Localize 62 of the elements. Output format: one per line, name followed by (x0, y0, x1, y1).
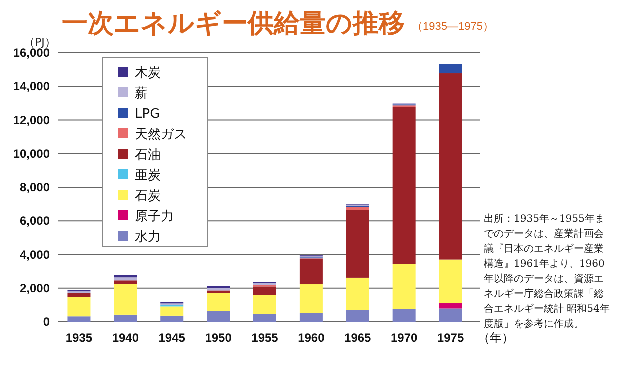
y-tick-label: 4,000 (20, 248, 50, 262)
bar (254, 314, 276, 322)
bar (160, 316, 184, 322)
bar (346, 207, 370, 210)
bar (392, 107, 416, 264)
x-tick-label: 1945 (158, 331, 186, 345)
bar (207, 311, 230, 322)
bar (392, 264, 416, 310)
bar (300, 313, 323, 322)
bar (68, 293, 91, 298)
text: 出所：1935年～1955年までのデータは、産業計画会議『日本のエネルギー産業構造』1961年より、1960年以降のデータは、資源エネルギー庁総合政策課「総合エネルギー統計 昭和54年度版」を参考に作成。 (484, 212, 611, 332)
y-tick-label: 6,000 (20, 214, 50, 228)
bar (439, 308, 462, 322)
y-tick-label: 12,000 (13, 113, 50, 128)
bar (439, 64, 462, 74)
bar (207, 293, 230, 312)
y-tick-label: 2,000 (20, 281, 50, 296)
bar (300, 284, 323, 314)
bar (439, 74, 462, 260)
legend-label: 薪 (135, 86, 148, 102)
x-tick-label: 1935 (66, 331, 93, 345)
bar (346, 210, 370, 278)
legend-label: 木炭 (135, 66, 161, 81)
y-tick-label: 0 (43, 315, 50, 329)
legend-label: 石炭 (135, 189, 161, 204)
bar (392, 309, 416, 322)
bar (207, 288, 230, 291)
legend-label: 天然ガス (135, 128, 187, 142)
bar (439, 304, 462, 309)
x-tick-label: 1955 (252, 331, 279, 345)
bar (439, 260, 462, 304)
chart-title: 一次エネルギー供給量の推移 (62, 9, 405, 39)
x-tick-label: 1940 (112, 331, 140, 345)
y-tick-label: 10,000 (13, 146, 50, 161)
x-tick-label: 1950 (205, 331, 232, 345)
bar (254, 286, 276, 296)
bar (254, 295, 276, 314)
legend-label: LPG (135, 107, 160, 122)
bar (68, 316, 91, 322)
y-tick-label: 8,000 (20, 180, 50, 194)
x-tick-label: 1975 (437, 331, 464, 345)
legend-label: 原子力 (135, 210, 174, 224)
bar (114, 284, 138, 315)
legend-label: 石油 (135, 148, 161, 163)
bar (114, 280, 138, 284)
x-tick-label: 1965 (344, 331, 372, 345)
legend-label: 水力 (135, 230, 161, 245)
bar (114, 278, 138, 281)
y-axis-title: （PJ） (24, 36, 56, 49)
y-tick-label: 14,000 (13, 80, 50, 94)
bar (114, 314, 138, 322)
x-tick-label: 1970 (390, 331, 418, 345)
bar (160, 306, 184, 316)
legend-label: 亜炭 (135, 168, 161, 184)
bar (300, 259, 323, 285)
bar (68, 297, 91, 317)
bar (346, 278, 370, 310)
x-tick-label: 1960 (298, 331, 326, 345)
x-axis-title: （年） (478, 331, 514, 345)
chart-subtitle: （1935―1975） (412, 21, 494, 33)
bar (207, 290, 230, 294)
bar (346, 310, 370, 322)
